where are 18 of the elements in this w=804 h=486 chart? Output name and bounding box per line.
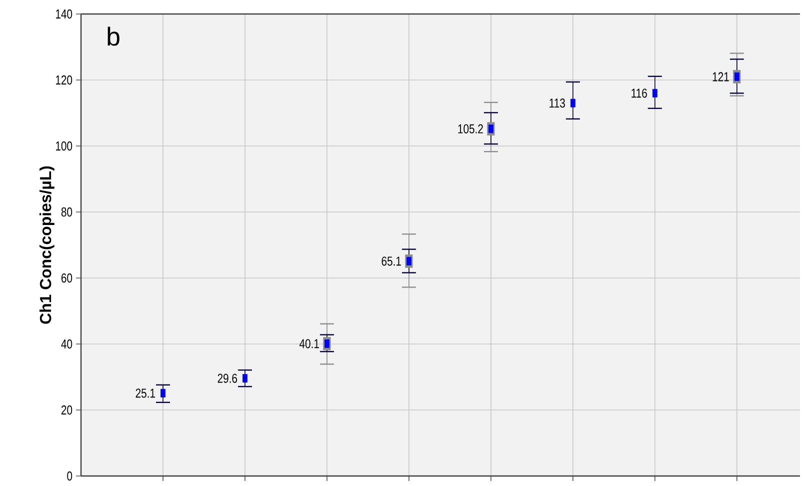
y-tick-label: 140 [56,9,72,19]
data-label: 121 [712,72,729,82]
annotation: b [108,26,120,46]
y-tick-label: 120 [56,75,72,85]
y-tick-label: 60 [61,273,72,283]
y-tick-label: 100 [56,141,72,151]
y-axis-title: Ch1 Conc(copies/µL) [40,166,54,324]
data-label: 40.1 [300,339,319,348]
data-label: 25.1 [136,388,155,398]
y-tick-label: 20 [61,405,72,415]
y-tick-label: 40 [61,339,72,349]
data-label: 29.6 [218,374,238,383]
data-label: 105.2 [458,124,483,134]
data-label: 116 [632,88,647,98]
data-label: 113 [550,98,565,108]
y-tick-label: 0 [67,471,72,481]
data-label: 65.1 [382,256,401,266]
y-tick-label: 80 [61,207,72,217]
